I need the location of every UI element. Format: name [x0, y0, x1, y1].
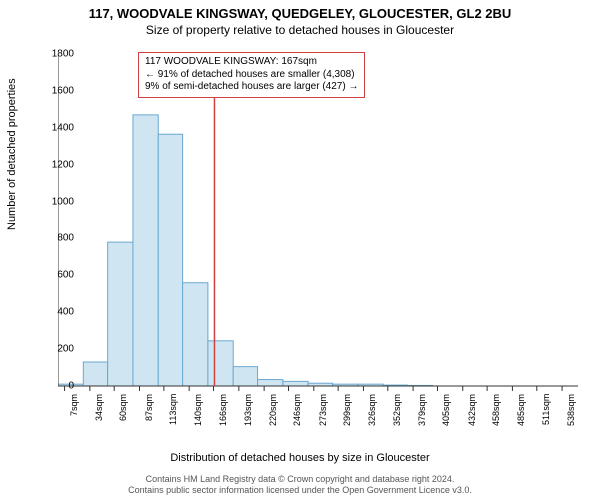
x-tick-label: 379sqm — [417, 394, 427, 426]
annotation-line3: 9% of semi-detached houses are larger (4… — [145, 81, 358, 94]
x-tick-label: 193sqm — [243, 394, 253, 426]
x-tick-label: 432sqm — [467, 394, 477, 426]
y-tick-label: 800 — [34, 233, 74, 244]
x-tick-label: 220sqm — [268, 394, 278, 426]
x-tick-label: 299sqm — [342, 394, 352, 426]
x-tick-label: 458sqm — [491, 394, 501, 426]
y-tick-label: 400 — [34, 307, 74, 318]
histogram-plot — [58, 46, 578, 416]
x-tick-label: 140sqm — [193, 394, 203, 426]
x-tick-label: 352sqm — [392, 394, 402, 426]
x-tick-label: 511sqm — [541, 394, 551, 425]
histogram-bar — [108, 242, 133, 386]
annotation-box: 117 WOODVALE KINGSWAY: 167sqm ← 91% of d… — [138, 52, 365, 98]
attribution-footer: Contains HM Land Registry data © Crown c… — [0, 474, 600, 496]
x-tick-label: 326sqm — [367, 394, 377, 426]
y-tick-label: 1000 — [34, 196, 74, 207]
y-tick-label: 0 — [34, 381, 74, 392]
y-tick-label: 600 — [34, 270, 74, 281]
x-tick-label: 538sqm — [566, 394, 576, 426]
x-axis-label: Distribution of detached houses by size … — [0, 452, 600, 464]
y-tick-label: 1600 — [34, 85, 74, 96]
y-axis-label: Number of detached properties — [6, 78, 18, 230]
x-tick-label: 113sqm — [168, 394, 178, 425]
histogram-bar — [83, 362, 107, 386]
x-tick-label: 166sqm — [218, 394, 228, 426]
chart-container: 117, WOODVALE KINGSWAY, QUEDGELEY, GLOUC… — [0, 0, 600, 500]
y-tick-label: 1800 — [34, 49, 74, 60]
x-tick-label: 246sqm — [292, 394, 302, 426]
histogram-bar — [183, 283, 208, 386]
x-tick-label: 7sqm — [69, 394, 79, 416]
x-tick-label: 87sqm — [144, 394, 154, 421]
y-tick-label: 1400 — [34, 122, 74, 133]
annotation-line2: ← 91% of detached houses are smaller (4,… — [145, 69, 358, 82]
x-tick-label: 273sqm — [318, 394, 328, 426]
page-subtitle: Size of property relative to detached ho… — [0, 21, 600, 37]
histogram-bar — [233, 367, 257, 386]
y-tick-label: 1200 — [34, 159, 74, 170]
annotation-line1: 117 WOODVALE KINGSWAY: 167sqm — [145, 56, 358, 69]
x-tick-label: 60sqm — [118, 394, 128, 421]
x-tick-label: 485sqm — [516, 394, 526, 426]
histogram-bar — [133, 115, 158, 386]
footer-line2: Contains public sector information licen… — [0, 485, 600, 496]
histogram-bar — [258, 380, 283, 386]
histogram-bar — [158, 134, 182, 386]
y-tick-label: 200 — [34, 344, 74, 355]
x-tick-label: 34sqm — [94, 394, 104, 421]
chart-area: 117 WOODVALE KINGSWAY: 167sqm ← 91% of d… — [58, 46, 578, 416]
footer-line1: Contains HM Land Registry data © Crown c… — [0, 474, 600, 485]
x-tick-label: 405sqm — [441, 394, 451, 426]
histogram-bar — [283, 381, 308, 386]
histogram-bar — [208, 341, 233, 386]
page-title-address: 117, WOODVALE KINGSWAY, QUEDGELEY, GLOUC… — [0, 0, 600, 21]
